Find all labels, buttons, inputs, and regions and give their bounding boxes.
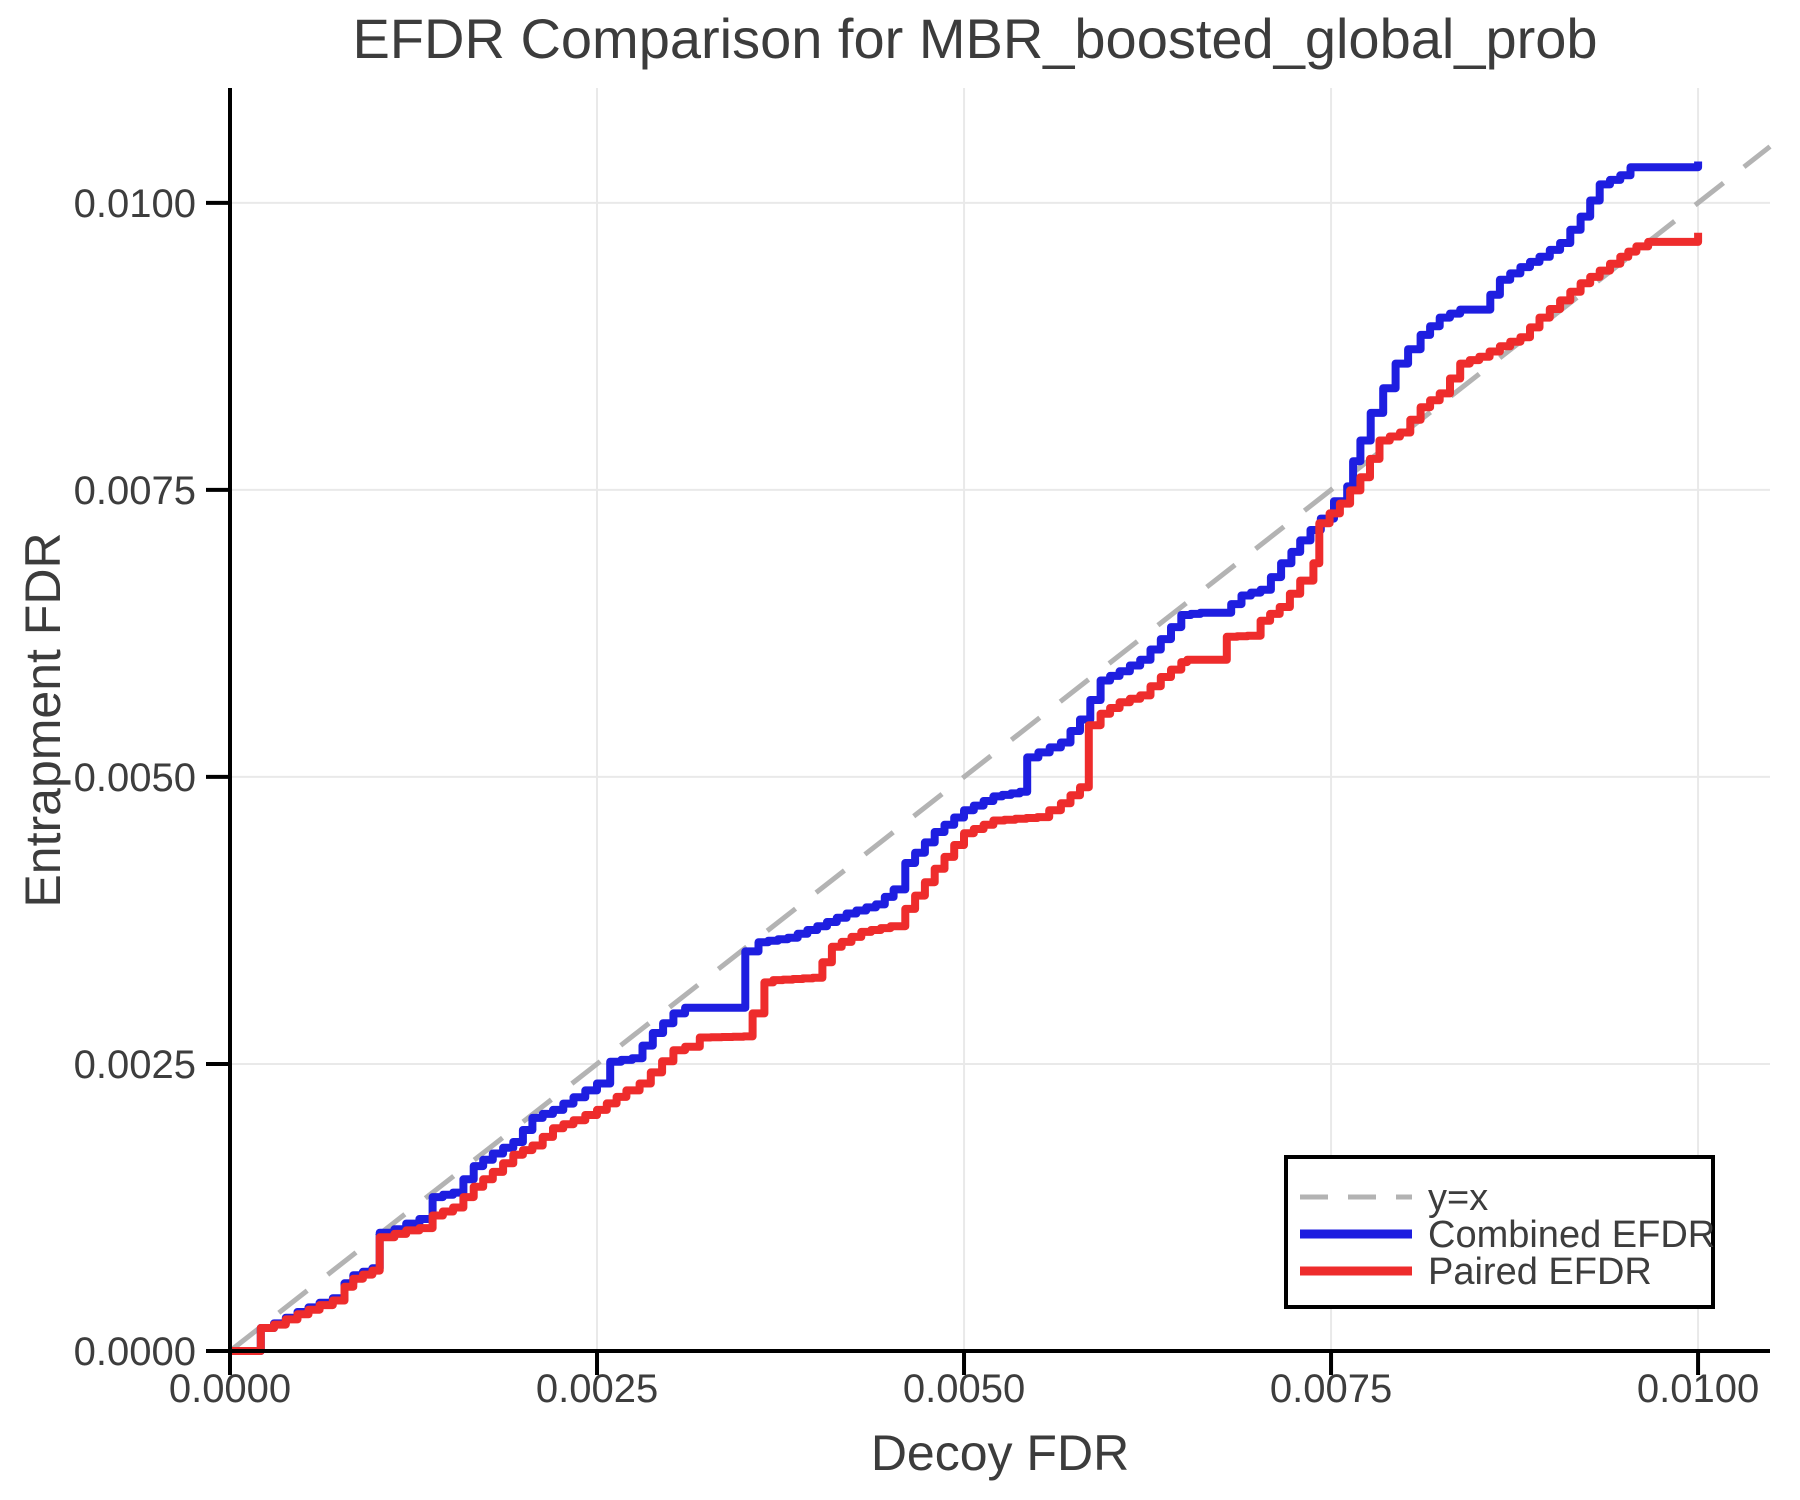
x-tick-label: 0.0050 [903, 1367, 1025, 1411]
y-tick-label: 0.0100 [74, 182, 196, 226]
y-tick-label: 0.0075 [74, 469, 196, 513]
legend-label-identity: y=x [1428, 1177, 1488, 1219]
x-axis-title: Decoy FDR [871, 1425, 1129, 1481]
chart-title: EFDR Comparison for MBR_boosted_global_p… [352, 7, 1597, 70]
legend-label-paired: Paired EFDR [1428, 1251, 1652, 1293]
x-tick-label: 0.0075 [1270, 1367, 1392, 1411]
gridlines [230, 88, 1770, 1351]
x-tick-label: 0.0025 [536, 1367, 658, 1411]
y-tick-label: 0.0050 [74, 756, 196, 800]
paired-efdr-line [230, 232, 1703, 1355]
series-lines [228, 144, 1772, 1355]
legend-box: y=x Combined EFDR Paired EFDR [1284, 1155, 1715, 1309]
combined-efdr-line [230, 161, 1703, 1355]
legend-label-combined: Combined EFDR [1428, 1214, 1715, 1256]
x-tick-label: 0.0000 [169, 1367, 291, 1411]
x-tick-label: 0.0100 [1637, 1367, 1759, 1411]
y-tick-label: 0.0000 [74, 1330, 196, 1374]
y-axis-title: Entrapment FDR [15, 532, 71, 907]
axis-ticks [206, 200, 1701, 1375]
axis-spines [228, 88, 1770, 1353]
axis-tick-labels: 0.0000 0.0025 0.0050 0.0075 0.0100 0.0000 0.00… [74, 182, 1760, 1411]
y-tick-label: 0.0025 [74, 1043, 196, 1087]
